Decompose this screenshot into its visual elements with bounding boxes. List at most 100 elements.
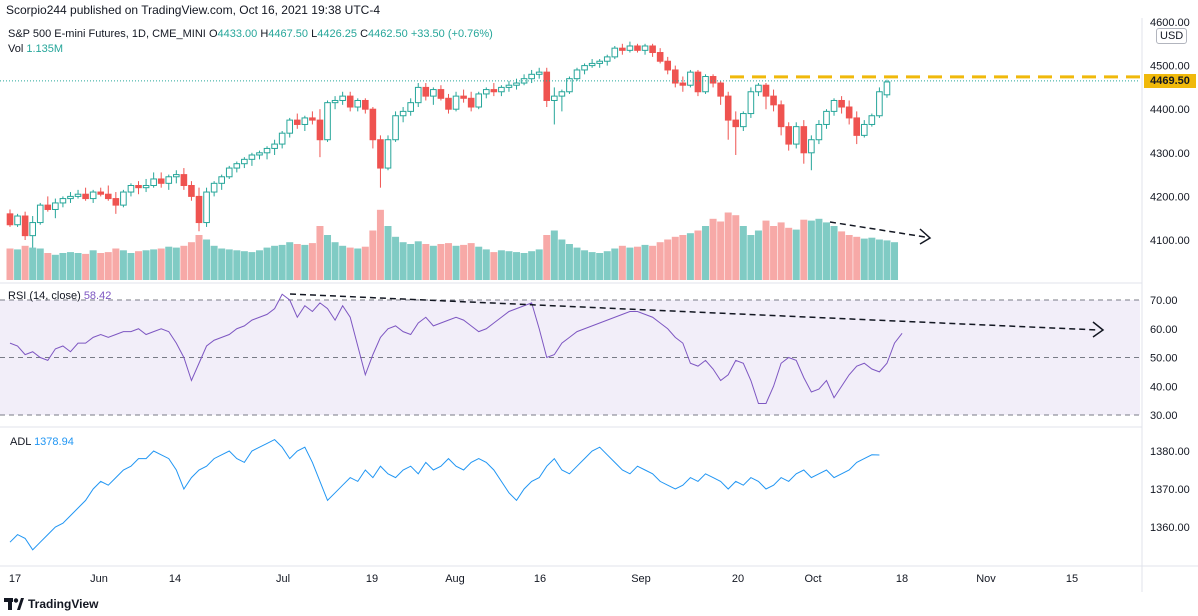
candle <box>823 109 830 129</box>
volume-bar <box>59 253 67 280</box>
candle <box>558 89 566 112</box>
candle <box>407 98 414 116</box>
candle <box>868 113 876 127</box>
candle <box>596 59 603 68</box>
candle-body <box>324 102 331 141</box>
candle-body <box>422 86 430 97</box>
candle <box>36 202 44 225</box>
candle <box>603 54 611 66</box>
volume-bar <box>263 247 271 280</box>
candle-body <box>498 86 505 93</box>
candle-body <box>437 89 445 99</box>
volume-bar <box>603 251 611 280</box>
volume-bar <box>437 244 445 280</box>
candle-body <box>6 213 14 226</box>
volume-bar <box>308 243 316 280</box>
candle-body <box>173 174 180 178</box>
candle-body <box>286 119 294 134</box>
candle <box>112 192 120 214</box>
volume-bar <box>550 230 558 280</box>
candle-body <box>838 99 845 108</box>
volume-bar <box>641 244 649 280</box>
adl-label[interactable]: ADL <box>10 436 31 448</box>
currency-badge[interactable]: USD <box>1156 28 1188 44</box>
candle-body <box>830 99 838 112</box>
volume-bar <box>331 242 339 280</box>
candle <box>747 87 755 118</box>
adl-value: 1378.94 <box>34 436 74 448</box>
drawings <box>0 75 1140 338</box>
candle-body <box>800 126 808 154</box>
candle <box>286 117 294 138</box>
volume-bar <box>89 250 97 280</box>
volume-legend: Vol 1.135M <box>8 43 63 55</box>
price-tick-label: 4300.00 <box>1150 148 1190 160</box>
candle <box>339 91 346 105</box>
candle-body <box>241 158 248 165</box>
volume-bar <box>513 252 521 280</box>
candle-body <box>225 167 233 178</box>
volume-bar <box>376 209 384 280</box>
candle <box>14 213 21 227</box>
candle <box>649 43 656 57</box>
price-tick-label: 4500.00 <box>1150 61 1190 73</box>
volume-bar <box>792 229 800 280</box>
volume-label[interactable]: Vol <box>8 43 24 55</box>
candle-body <box>709 76 717 84</box>
candle-body <box>490 89 498 93</box>
candle-body <box>808 139 815 154</box>
volume-bar <box>467 243 475 280</box>
volume-bar <box>6 248 14 280</box>
candle-body <box>467 97 475 108</box>
candle <box>392 111 399 142</box>
rsi-legend: RSI (14, close) 58.42 <box>8 290 111 302</box>
volume-bar <box>127 253 135 280</box>
volume-bar <box>29 247 37 280</box>
candle-body <box>656 52 664 62</box>
adl-pane <box>9 438 880 551</box>
tradingview-logo[interactable]: TradingView <box>4 597 98 611</box>
candle-body <box>430 89 437 97</box>
rsi-label[interactable]: RSI (14, close) <box>8 290 81 302</box>
candle-body <box>747 91 755 115</box>
volume-bar <box>112 248 120 280</box>
volume-bar <box>588 252 596 280</box>
candle <box>777 100 785 136</box>
candle <box>671 65 679 88</box>
candle-body <box>619 47 626 51</box>
candle-body <box>36 204 44 224</box>
candle <box>135 181 142 195</box>
candle <box>535 67 543 79</box>
tradingview-logo-icon <box>4 598 24 610</box>
candle <box>467 91 475 112</box>
candle-body <box>203 191 210 224</box>
volume-bar <box>21 245 29 280</box>
candle <box>6 209 14 227</box>
volume-bar <box>656 242 664 280</box>
candle <box>520 74 528 86</box>
candle-body <box>97 191 105 195</box>
time-tick-label: 18 <box>896 573 908 585</box>
candle-body <box>671 69 679 84</box>
volume-bar <box>505 251 513 280</box>
candle-body <box>505 84 513 88</box>
candle-body <box>777 104 785 128</box>
candle <box>687 69 694 88</box>
candle-body <box>59 198 67 204</box>
volume-bar <box>286 242 294 280</box>
candle <box>830 98 838 116</box>
candle <box>165 174 173 190</box>
candle <box>225 165 233 179</box>
symbol-description[interactable]: S&P 500 E-mini Futures, 1D, CME_MINI <box>8 28 206 40</box>
time-tick-label: Oct <box>804 573 821 585</box>
volume-bar <box>770 226 778 280</box>
volume-bar <box>361 246 369 280</box>
candle <box>755 83 762 97</box>
candle <box>808 135 815 171</box>
candle-body <box>82 193 89 200</box>
volume-bar <box>142 250 150 280</box>
time-tick-label: 16 <box>534 573 546 585</box>
volume-bar <box>172 247 180 280</box>
candle-body <box>44 204 52 210</box>
